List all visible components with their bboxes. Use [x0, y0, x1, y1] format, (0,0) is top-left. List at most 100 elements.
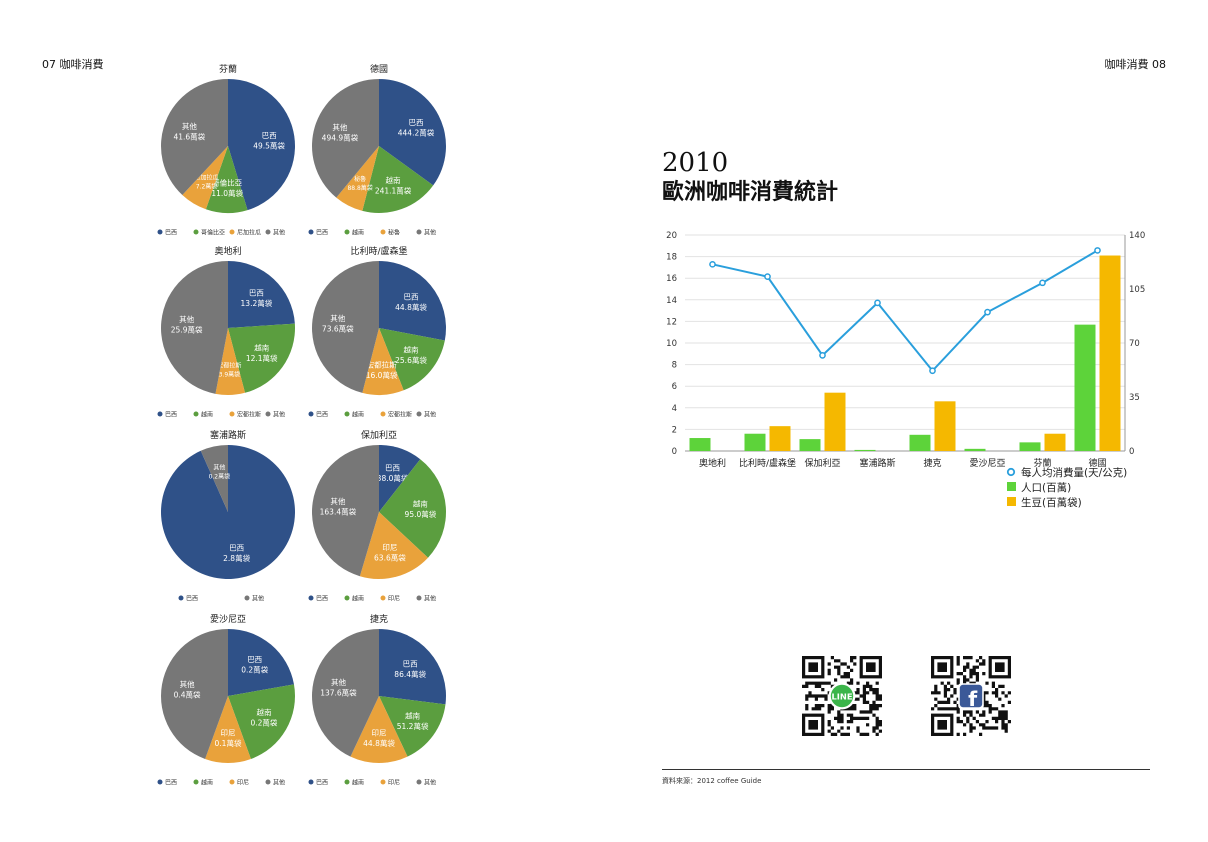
pie-slice: [215, 328, 246, 395]
qr-finder: [808, 662, 818, 672]
pie-legend-swatch: [193, 229, 199, 235]
pie-legend-swatch: [193, 411, 199, 417]
left-axis-tick: 6: [672, 382, 677, 392]
footer-divider: [662, 769, 1150, 770]
pie-slice-value: 38.0萬袋: [377, 473, 409, 483]
line-point: [874, 299, 881, 307]
qr-finder: [808, 720, 818, 730]
bar-population: [909, 434, 931, 451]
consumption-combo-chart: 0 2 4 6 8 10 12 14 16 18 20 0 35 70 105 140 奧地利 比利時/盧森堡 保加…: [666, 231, 1145, 509]
pie-legend-label: 尼加拉瓜: [237, 229, 261, 237]
pie-legend-label: 越南: [201, 779, 213, 787]
header-left: 07 咖啡消費: [42, 58, 104, 71]
pie-5: 塞浦路斯 巴西 2.8萬袋 其他 0.2萬袋 巴西 其他: [143, 428, 313, 608]
pie-legend-label: 其他: [424, 229, 436, 237]
pie-legend-swatch: [416, 229, 422, 235]
pie-4: 比利時/盧森堡 巴西 44.8萬袋 越南 25.6萬袋 宏都拉斯 16.0萬袋 其他 73.6萬…: [294, 244, 464, 424]
left-axis-tick: 12: [666, 317, 677, 327]
pie-slice-value: 25.6萬袋: [395, 355, 427, 365]
bar-green-beans: [1044, 433, 1066, 451]
pie-title: 芬蘭: [219, 63, 237, 75]
pie-slice-name: 越南: [386, 175, 401, 185]
left-axis-tick: 20: [666, 231, 677, 241]
pie-slice: [379, 261, 446, 341]
pie-legend-label: 巴西: [165, 412, 177, 419]
pie-slice: [200, 445, 228, 512]
right-axis-tick: 70: [1129, 339, 1140, 349]
pie-slice-value: 163.4萬袋: [320, 507, 357, 517]
pie-slice-name: 印尼: [372, 729, 387, 738]
pie-slice: [228, 684, 295, 759]
pie-slice: [228, 261, 295, 328]
pie-legend-label: 印尼: [388, 780, 400, 787]
bar-green-beans: [769, 426, 791, 451]
pie-title: 保加利亞: [361, 429, 397, 441]
pie-legend-label: 其他: [424, 595, 436, 603]
legend-swatch-population: [1007, 482, 1016, 491]
pie-slice: [362, 146, 434, 213]
pie-slice-name: 印尼: [382, 543, 397, 552]
pie-legend-swatch: [380, 411, 386, 417]
pie-legend-swatch: [344, 595, 350, 601]
qr-code-line: LINE: [802, 656, 882, 736]
pie-slice-value: 51.2萬袋: [397, 721, 429, 731]
pie-legend-swatch: [308, 595, 314, 601]
header-right: 咖啡消費 08: [1104, 58, 1167, 71]
left-axis-tick: 2: [672, 425, 677, 435]
pie-slice-value: 44.8萬袋: [395, 302, 427, 312]
pie-legend-swatch: [157, 779, 163, 785]
pie-legend-swatch: [178, 595, 184, 601]
bar-population: [854, 449, 876, 451]
pie-legend-label: 越南: [201, 411, 213, 419]
pie-slice: [362, 328, 404, 395]
footer-source: 資料來源：2012 coffee Guide: [662, 777, 762, 785]
pie-legend-label: 印尼: [388, 596, 400, 603]
category-label: 捷克: [923, 457, 941, 469]
pie-slice: [336, 146, 379, 211]
pie-slice-name: 其他: [180, 679, 195, 689]
pie-legend-label: 宏都拉斯: [388, 411, 412, 419]
category-label: 芬蘭: [1033, 457, 1051, 469]
pie-slice-name: 尼加拉瓜: [195, 174, 219, 182]
pie-legend-label: 巴西: [165, 230, 177, 237]
pie-slice-value: 73.6萬袋: [322, 323, 354, 333]
legend-swatch-line: [1006, 467, 1016, 477]
bar-green-beans: [824, 392, 846, 451]
legend-label: 每人均消費量(天/公克): [1021, 466, 1127, 479]
pie-title: 塞浦路斯: [210, 429, 246, 441]
pie-legend-label: 巴西: [316, 780, 328, 787]
right-axis-tick: 0: [1129, 447, 1134, 457]
pie-slice: [228, 323, 295, 393]
pie-legend-swatch: [344, 229, 350, 235]
pie-legend-label: 巴西: [316, 230, 328, 237]
bar-population: [1019, 442, 1041, 451]
pie-svg: 比利時/盧森堡巴西44.8萬袋越南25.6萬袋宏都拉斯16.0萬袋其他73.6萬…: [308, 245, 446, 419]
pie-slice-value: 63.6萬袋: [374, 553, 406, 563]
pie-slice-value: 444.2萬袋: [398, 128, 435, 138]
category-label: 比利時/盧森堡: [739, 457, 796, 469]
pie-slice-value: 12.1萬袋: [246, 353, 278, 363]
pie-slice-name: 巴西: [385, 464, 400, 473]
pie-slice-name: 巴西: [262, 131, 277, 140]
bar-green-beans: [934, 401, 956, 451]
category-label: 愛沙尼亞: [969, 457, 1005, 469]
pie-slice-value: 241.1萬袋: [375, 186, 412, 196]
pie-slice-value: 95.0萬袋: [405, 509, 437, 519]
pie-legend-label: 越南: [352, 779, 364, 787]
pie-legend-swatch: [416, 779, 422, 785]
pie-slice-name: 巴西: [409, 118, 424, 127]
pie-slice: [379, 328, 445, 391]
legend-label: 人口(百萬): [1021, 481, 1071, 494]
pie-slice-name: 越南: [404, 344, 419, 354]
bar-green-beans: [1099, 255, 1121, 451]
pie-slice-name: 宏都拉斯: [217, 362, 241, 370]
left-axis-tick: 4: [672, 404, 677, 414]
pie-legend-swatch: [308, 229, 314, 235]
pie-title: 比利時/盧森堡: [350, 245, 407, 257]
pie-legend-swatch: [380, 779, 386, 785]
category-label: 保加利亞: [804, 457, 840, 469]
pie-1: 芬蘭 巴西 49.5萬袋 哥倫比亞 11.0萬袋 尼加拉瓜 7.2萬袋 其他 41.6萬袋 巴西哥…: [143, 62, 313, 242]
pie-slice-name: 巴西: [249, 289, 264, 298]
left-axis-tick: 18: [666, 253, 677, 263]
category-label: 奧地利: [699, 457, 726, 469]
